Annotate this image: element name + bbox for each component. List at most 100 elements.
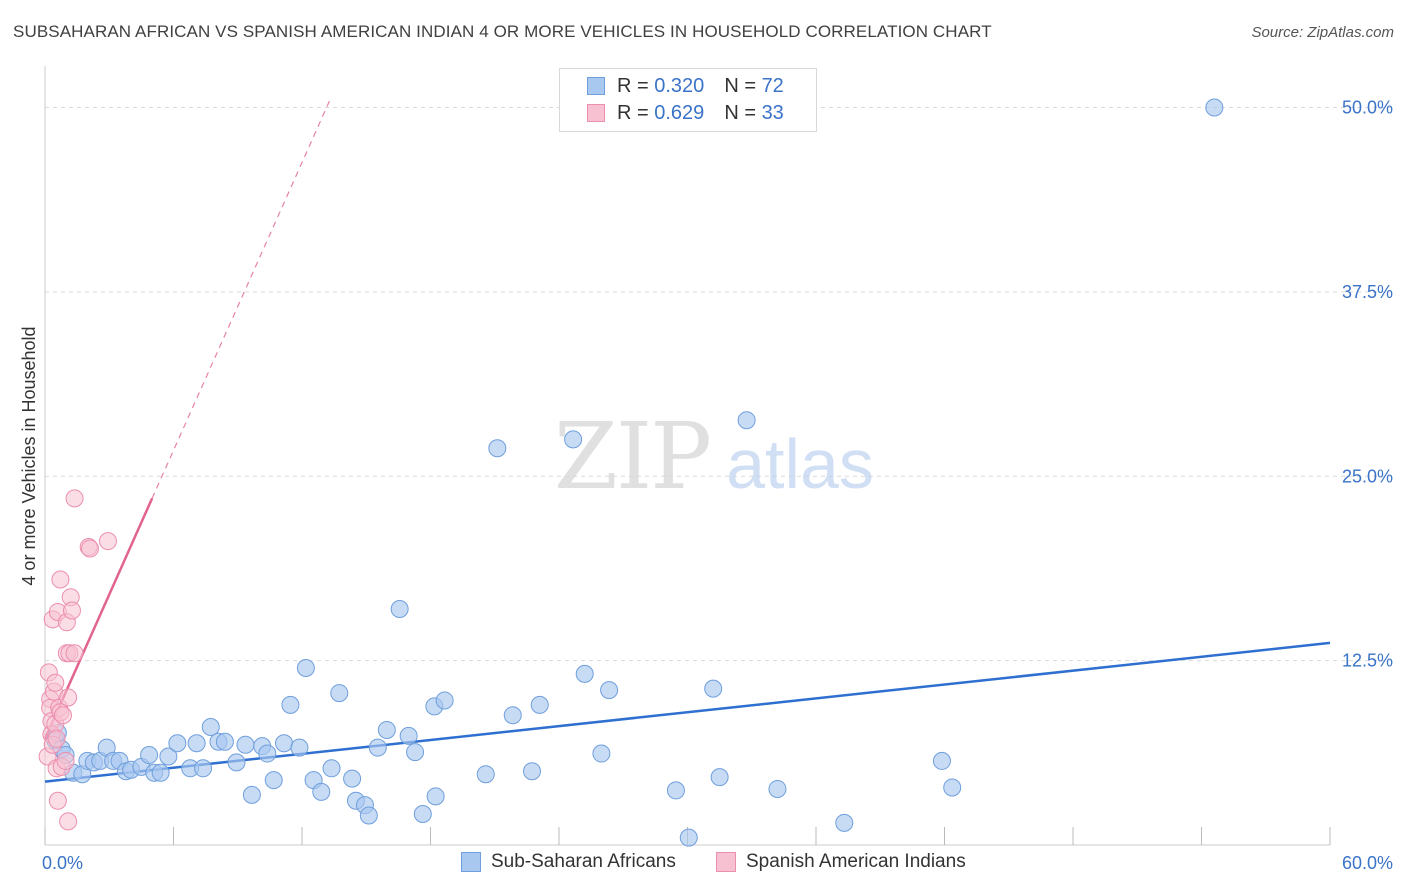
data-point-sub-saharan — [264, 771, 283, 790]
data-point-sub-saharan — [359, 806, 378, 825]
series-spanish-american-points — [38, 489, 117, 831]
data-point-sub-saharan — [399, 726, 418, 745]
watermark: ZIP atlas — [554, 403, 874, 510]
data-point-sub-saharan — [296, 659, 315, 677]
bottom-legend-label-spanish-american: Spanish American Indians — [746, 851, 966, 872]
bottom-legend-swatch-pink — [716, 852, 736, 872]
data-point-sub-saharan — [242, 785, 261, 804]
data-point-sub-saharan — [406, 743, 425, 762]
data-point-sub-saharan — [679, 828, 698, 847]
legend-r-value-pink: 0.629 — [654, 101, 705, 124]
data-point-sub-saharan — [312, 782, 331, 801]
data-point-sub-saharan — [151, 763, 170, 782]
data-point-sub-saharan — [201, 718, 220, 736]
data-point-sub-saharan — [530, 695, 549, 714]
y-tick-label: 12.5% — [1342, 651, 1393, 671]
data-point-sub-saharan — [413, 805, 432, 824]
bottom-legend-label-sub-saharan: Sub-Saharan Africans — [491, 851, 676, 872]
data-point-spanish-american — [98, 532, 117, 551]
trend-line-spanish-american-extended — [151, 99, 331, 499]
data-point-sub-saharan — [377, 720, 396, 739]
data-point-sub-saharan — [1205, 98, 1224, 117]
data-point-sub-saharan — [187, 734, 206, 753]
data-point-sub-saharan — [236, 735, 255, 754]
bottom-legend: Sub-Saharan Africans Spanish American In… — [0, 851, 1406, 877]
watermark-zip: ZIP — [554, 403, 710, 510]
data-point-sub-saharan — [943, 778, 962, 797]
legend-swatch-blue — [587, 77, 605, 95]
data-point-sub-saharan — [564, 430, 583, 449]
data-point-sub-saharan — [281, 695, 300, 714]
data-point-sub-saharan — [704, 679, 723, 698]
legend-n-value-blue: 72 — [761, 74, 784, 97]
series-sub-saharan-points — [46, 98, 1224, 847]
data-point-spanish-american — [46, 673, 65, 692]
data-point-sub-saharan — [390, 600, 409, 618]
data-point-sub-saharan — [258, 744, 277, 763]
bottom-legend-item-spanish-american[interactable]: Spanish American Indians — [716, 851, 966, 873]
legend-n-label: N = — [724, 101, 762, 124]
legend-r-value-blue: 0.320 — [654, 74, 705, 97]
data-point-sub-saharan — [159, 747, 178, 766]
data-point-sub-saharan — [503, 706, 522, 725]
data-point-spanish-american — [47, 729, 66, 748]
stats-legend: R = 0.320 N = 72 R = 0.629 N = 33 — [559, 68, 817, 132]
data-point-sub-saharan — [322, 759, 341, 778]
legend-n-label: N = — [724, 74, 762, 97]
data-point-sub-saharan — [227, 753, 246, 772]
data-point-spanish-american — [62, 601, 81, 620]
data-point-spanish-american — [48, 791, 67, 810]
y-tick-label: 37.5% — [1342, 282, 1393, 302]
data-point-sub-saharan — [343, 769, 362, 788]
data-point-spanish-american — [59, 688, 78, 707]
data-point-sub-saharan — [330, 684, 349, 703]
chart-title: SUBSAHARAN AFRICAN VS SPANISH AMERICAN I… — [13, 22, 992, 41]
y-axis-label: 4 or more Vehicles in Household — [19, 326, 39, 585]
x-tick-label: 60.0% — [1342, 853, 1393, 873]
data-point-sub-saharan — [140, 746, 159, 765]
trend-line-sub-saharan — [44, 641, 1331, 783]
data-point-sub-saharan — [194, 759, 213, 778]
legend-swatch-pink — [587, 104, 605, 122]
data-point-sub-saharan — [290, 738, 309, 757]
legend-r-label: R = — [617, 101, 655, 124]
data-point-sub-saharan — [835, 813, 854, 832]
data-point-sub-saharan — [737, 411, 756, 430]
data-point-sub-saharan — [932, 751, 951, 770]
legend-n-value-pink: 33 — [761, 101, 784, 124]
gridlines — [45, 107, 1392, 662]
data-point-spanish-american — [65, 644, 84, 663]
data-point-sub-saharan — [426, 787, 445, 806]
data-point-spanish-american — [51, 570, 70, 589]
data-point-sub-saharan — [476, 765, 495, 784]
data-point-spanish-american — [65, 489, 84, 508]
y-tick-label: 25.0% — [1342, 466, 1393, 486]
data-point-sub-saharan — [523, 762, 542, 781]
data-point-spanish-american — [53, 706, 72, 725]
data-point-spanish-american — [59, 812, 78, 831]
legend-r-label: R = — [617, 74, 655, 97]
data-point-spanish-american — [80, 539, 99, 558]
data-point-sub-saharan — [435, 691, 454, 710]
legend-row-spanish-american: R = 0.629 N = 33 — [587, 100, 784, 126]
data-point-sub-saharan — [592, 744, 611, 763]
bottom-legend-item-sub-saharan[interactable]: Sub-Saharan Africans — [461, 851, 676, 873]
bottom-legend-swatch-blue — [461, 852, 481, 872]
data-point-sub-saharan — [575, 664, 594, 683]
source-label: Source: ZipAtlas.com — [1251, 24, 1394, 41]
data-point-sub-saharan — [768, 779, 787, 798]
watermark-atlas: atlas — [726, 425, 874, 503]
data-point-sub-saharan — [168, 734, 187, 753]
x-tick-label: 0.0% — [42, 853, 83, 873]
data-point-sub-saharan — [368, 738, 387, 757]
data-point-sub-saharan — [488, 439, 507, 458]
legend-row-sub-saharan: R = 0.320 N = 72 — [587, 73, 784, 99]
data-point-sub-saharan — [215, 732, 234, 751]
data-point-sub-saharan — [666, 781, 685, 800]
data-point-sub-saharan — [600, 681, 619, 700]
data-point-sub-saharan — [710, 768, 729, 787]
y-tick-label: 50.0% — [1342, 98, 1393, 118]
data-point-sub-saharan — [275, 734, 294, 753]
data-point-spanish-american — [56, 751, 75, 770]
